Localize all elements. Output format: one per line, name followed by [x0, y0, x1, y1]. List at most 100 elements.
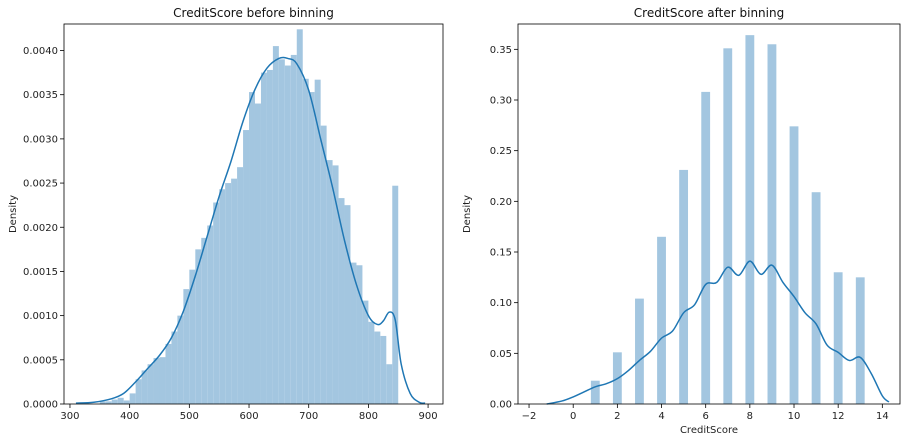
chart-title: CreditScore before binning [173, 6, 334, 20]
histogram-bar [350, 262, 357, 404]
y-tick-label: 0.0015 [23, 267, 58, 278]
histogram-bar [386, 364, 393, 404]
chart-title: CreditScore after binning [634, 6, 784, 20]
histogram-bar [135, 379, 142, 404]
histogram-bar [105, 401, 112, 404]
histogram-bar [231, 178, 238, 404]
y-axis-label: Density [8, 195, 19, 233]
histogram-bar [326, 160, 333, 404]
x-tick-label: −2 [522, 411, 537, 422]
x-axis-label: CreditScore [680, 425, 738, 436]
histogram-bar [141, 370, 148, 404]
histogram-bar [99, 401, 106, 404]
histogram-bar [111, 399, 118, 404]
histogram-bar [657, 236, 666, 404]
x-tick-label: 400 [120, 411, 139, 422]
y-tick-label: 0.10 [490, 298, 512, 309]
histogram-bar [320, 125, 327, 405]
y-tick-label: 0.20 [490, 197, 512, 208]
x-tick-label: 800 [359, 411, 378, 422]
histogram-bar [249, 92, 255, 404]
y-tick-label: 0.35 [490, 45, 512, 56]
histogram-bar [117, 397, 124, 404]
histogram-bar [374, 331, 381, 404]
x-tick-label: 4 [658, 411, 664, 422]
x-tick-label: 12 [832, 411, 845, 422]
histogram-bar [237, 167, 244, 404]
y-axis-label: Density [462, 195, 473, 233]
chart-before-binning: 300 400 500 600 700 800 900 0.0000 0.0005 0.0010 0… [8, 6, 444, 422]
histogram-bar [213, 202, 220, 404]
histogram-bar [171, 331, 178, 404]
histogram-bar [314, 79, 321, 405]
histogram-bar [189, 269, 196, 404]
x-tick-label: 6 [703, 411, 709, 422]
histogram-bar [159, 357, 166, 404]
histogram-bar [344, 205, 351, 404]
histogram-bar [701, 91, 711, 404]
x-tick-label: 2 [614, 411, 620, 422]
y-tick-label: 0.00 [490, 400, 512, 411]
histogram-bar [392, 185, 399, 404]
y-tick-label: 0.25 [490, 146, 512, 157]
histogram-bar [356, 265, 363, 404]
histogram-bar [243, 130, 250, 404]
plot-frame [63, 23, 444, 405]
histogram-bar [380, 335, 387, 404]
x-tick-label: 500 [180, 411, 199, 422]
histogram-bar [266, 69, 273, 404]
histogram-bar [723, 48, 733, 404]
histogram-bar [332, 165, 339, 404]
histogram-bar [368, 321, 375, 404]
histogram-bar [207, 225, 214, 404]
histogram-bar [129, 393, 136, 404]
histogram-bar [225, 183, 232, 404]
y-tick-label: 0.05 [490, 349, 512, 360]
histogram-bar [201, 237, 208, 404]
plot-frame [517, 23, 901, 405]
y-tick-label: 0.0010 [23, 311, 58, 322]
x-tick-label: 600 [239, 411, 258, 422]
y-tick-label: 0.30 [490, 96, 512, 107]
y-tick-label: 0.15 [490, 248, 512, 259]
chart-after-binning: −2 0 2 4 6 8 10 12 14 0.00 0.05 0.10 0.15 0.20 0.25 0.3… [462, 6, 901, 436]
histogram-bar [290, 54, 297, 404]
histogram-bar [338, 198, 345, 404]
y-tick-label: 0.0040 [23, 46, 58, 57]
histogram-bar [302, 78, 309, 404]
y-tick-label: 0.0035 [23, 90, 58, 101]
x-tick-label: 8 [747, 411, 753, 422]
histogram-bar [811, 192, 821, 404]
histogram-bar [278, 59, 285, 404]
histogram-bar [195, 249, 202, 404]
histogram-bar [260, 72, 267, 405]
histogram-bar [219, 189, 226, 404]
x-tick-label: 0 [570, 411, 576, 422]
histogram-bar [635, 298, 644, 404]
histogram-bar [767, 44, 777, 405]
y-tick-label: 0.0005 [23, 355, 58, 366]
histogram-bar [590, 380, 600, 404]
histogram-bar [855, 277, 865, 404]
histogram-bar [679, 169, 689, 404]
histogram-bar [789, 126, 799, 404]
x-tick-label: 700 [299, 411, 318, 422]
histogram-bar [272, 46, 279, 405]
histogram-bar [153, 358, 160, 404]
y-tick-label: 0.0020 [23, 223, 58, 234]
histogram-bar [147, 364, 154, 404]
x-tick-label: 14 [876, 411, 889, 422]
histogram-bar [254, 103, 261, 404]
x-tick-label: 900 [419, 411, 438, 422]
kde-line [75, 56, 426, 404]
y-tick-label: 0.0030 [23, 134, 58, 145]
y-tick-label: 0.0025 [23, 179, 58, 190]
histogram-bar [308, 92, 315, 404]
histogram-bar [362, 300, 369, 404]
histogram-bar [833, 272, 843, 404]
histogram-bar [183, 289, 190, 404]
histogram-bar [165, 343, 172, 404]
histogram-bar [284, 65, 291, 404]
x-tick-label: 10 [788, 411, 801, 422]
